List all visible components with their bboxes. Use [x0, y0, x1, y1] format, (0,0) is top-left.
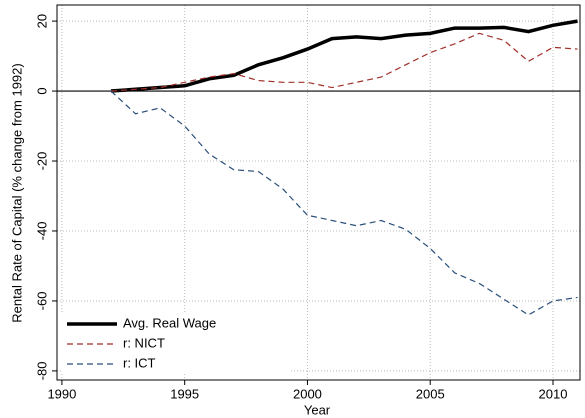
y-axis-label: Rental Rate of Capital (% change from 19…: [9, 63, 24, 322]
y-tick-label: -20: [34, 152, 49, 171]
y-tick-label: 20: [34, 14, 49, 28]
x-tick-label: 2000: [293, 386, 322, 401]
legend-label: Avg. Real Wage: [123, 315, 216, 330]
plot-frame: [56, 4, 581, 381]
legend-label: r: NICT: [123, 335, 165, 350]
x-tick-label: 2010: [539, 386, 568, 401]
x-tick-label: 1995: [170, 386, 199, 401]
line-series: [110, 90, 578, 316]
x-tick-label: 2005: [416, 386, 445, 401]
x-tick-label: 1990: [47, 386, 76, 401]
y-tick-label: -80: [34, 362, 49, 381]
legend-label: r: ICT: [123, 355, 156, 370]
y-tick-label: 0: [34, 87, 49, 94]
line-series: [110, 32, 578, 92]
line-series: [110, 19, 578, 93]
x-axis-label: Year: [304, 402, 331, 417]
y-tick-label: -40: [34, 222, 49, 241]
y-tick-label: -60: [34, 292, 49, 311]
